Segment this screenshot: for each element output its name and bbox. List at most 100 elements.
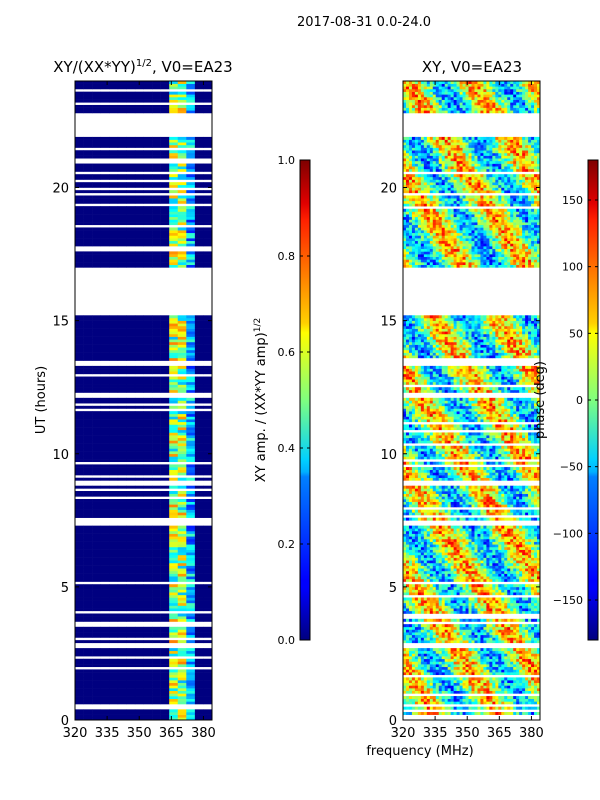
heatmap-cell	[194, 389, 204, 393]
heatmap-cell	[126, 616, 136, 620]
heatmap-cell	[134, 413, 144, 417]
heatmap-cell	[177, 491, 187, 494]
heatmap-cell	[414, 629, 419, 633]
heatmap-cell	[435, 661, 440, 665]
heatmap-cell	[126, 669, 136, 673]
heatmap-cell	[75, 184, 84, 188]
heatmap-cell	[519, 626, 523, 630]
heatmap-cell	[426, 634, 431, 638]
heatmap-cell	[534, 562, 538, 566]
heatmap-cell	[177, 570, 187, 574]
heatmap-cell	[495, 573, 499, 577]
heatmap-cell	[504, 586, 508, 590]
heatmap-cell	[177, 136, 187, 140]
heatmap-cell	[126, 166, 136, 170]
heatmap-cell	[134, 443, 144, 447]
heatmap-cell	[134, 477, 144, 481]
heatmap-cell	[152, 435, 161, 439]
heatmap-cell	[528, 701, 532, 705]
heatmap-cell	[528, 618, 532, 622]
heatmap-cell	[126, 504, 136, 508]
heatmap-cell	[468, 562, 472, 566]
heatmap-cell	[83, 413, 93, 417]
heatmap-cell	[444, 677, 448, 681]
heatmap-cell	[423, 570, 428, 574]
heatmap-cell	[152, 546, 161, 550]
heatmap-cell	[160, 331, 170, 335]
heatmap-cell	[525, 664, 529, 668]
heatmap-cell	[177, 174, 187, 178]
heatmap-cell	[486, 688, 490, 692]
heatmap-cell	[495, 672, 499, 676]
heatmap-cell	[177, 594, 187, 598]
heatmap-cell	[117, 341, 127, 345]
heatmap-cell	[429, 688, 434, 692]
heatmap-cell	[177, 216, 187, 220]
heatmap-cell	[203, 514, 212, 518]
heatmap-cell	[169, 688, 179, 692]
heatmap-cell	[126, 155, 136, 159]
heatmap-cell	[423, 608, 428, 612]
heatmap-cell	[462, 626, 466, 630]
heatmap-cell	[459, 669, 463, 673]
heatmap-cell	[100, 91, 110, 95]
heatmap-cell	[152, 195, 161, 199]
heatmap-cell	[447, 589, 451, 593]
heatmap-cell	[507, 605, 511, 609]
heatmap-cell	[152, 451, 161, 455]
heatmap-cell	[522, 586, 526, 590]
heatmap-cell	[429, 672, 434, 676]
heatmap-cell	[100, 546, 110, 550]
heatmap-cell	[417, 592, 422, 596]
heatmap-cell	[465, 664, 469, 668]
heatmap-cell	[75, 562, 84, 566]
heatmap-cell	[465, 669, 469, 673]
heatmap-cell	[92, 251, 101, 255]
heatmap-cell	[83, 509, 93, 513]
heatmap-cell	[450, 650, 454, 654]
heatmap-cell	[531, 589, 535, 593]
heatmap-cell	[432, 608, 437, 612]
heatmap-cell	[160, 690, 170, 694]
heatmap-cell	[109, 696, 119, 699]
heatmap-cell	[177, 578, 187, 582]
heatmap-cell	[92, 565, 101, 569]
heatmap-cell	[203, 347, 212, 351]
heatmap-cell	[203, 594, 212, 598]
heatmap-cell	[516, 568, 520, 572]
heatmap-cell	[109, 198, 119, 202]
heatmap-cell	[169, 371, 179, 375]
heatmap-cell	[117, 459, 127, 463]
heatmap-cell	[531, 680, 535, 684]
heatmap-cell	[507, 690, 511, 694]
heatmap-cell	[414, 562, 419, 566]
heatmap-cell	[525, 589, 529, 593]
heatmap-cell	[489, 648, 493, 652]
heatmap-cell	[177, 176, 187, 180]
heatmap-cell	[510, 688, 514, 692]
heatmap-cell	[160, 206, 170, 210]
heatmap-cell	[75, 472, 84, 476]
heatmap-cell	[75, 94, 84, 98]
heatmap-cell	[117, 709, 127, 713]
heatmap-cell	[109, 424, 119, 428]
heatmap-cell	[480, 677, 484, 681]
heatmap-cell	[169, 613, 179, 617]
heatmap-cell	[109, 432, 119, 436]
heatmap-cell	[177, 605, 187, 609]
heatmap-cell	[203, 576, 212, 580]
heatmap-cell	[495, 568, 499, 572]
heatmap-cell	[429, 685, 434, 689]
heatmap-cell	[126, 435, 136, 439]
heatmap-cell	[75, 600, 84, 604]
heatmap-cell	[462, 648, 466, 652]
heatmap-cell	[152, 714, 161, 718]
heatmap-cell	[519, 658, 523, 662]
heatmap-cell	[405, 682, 410, 686]
heatmap-cell	[435, 648, 440, 652]
heatmap-cell	[117, 86, 127, 90]
heatmap-cell	[126, 136, 136, 140]
heatmap-cell	[203, 251, 212, 255]
heatmap-cell	[186, 445, 196, 449]
heatmap-cell	[447, 637, 451, 641]
